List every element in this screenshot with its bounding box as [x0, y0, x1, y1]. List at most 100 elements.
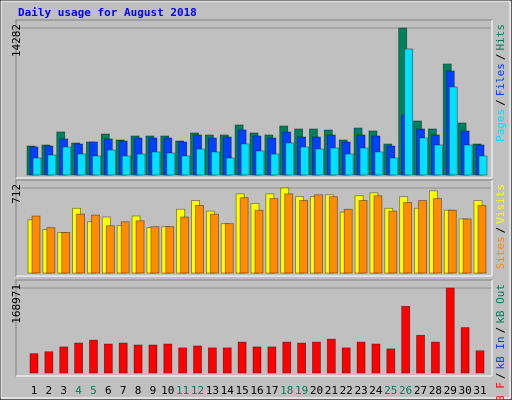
x-tick-label: 2 — [46, 384, 53, 397]
x-tick-label: 28 — [429, 384, 442, 397]
bar — [224, 223, 234, 274]
bar — [475, 350, 485, 374]
legend-entry: kB F — [494, 382, 507, 400]
bar — [477, 205, 487, 274]
bar — [237, 341, 247, 374]
bar — [388, 210, 398, 274]
bar — [329, 147, 339, 176]
bar — [92, 155, 101, 176]
x-tick-label: 17 — [265, 384, 278, 397]
x-tick-label: 9 — [150, 384, 157, 397]
x-tick-label: 22 — [340, 384, 353, 397]
legend-entry: Files — [494, 63, 507, 96]
bar — [312, 341, 321, 374]
bar — [181, 155, 191, 176]
bar — [300, 146, 310, 176]
y-tick-label: 168971 — [10, 284, 23, 324]
legend-separator: / — [494, 54, 507, 61]
bar — [118, 342, 128, 374]
x-tick-label: 5 — [90, 384, 97, 397]
bar — [404, 48, 414, 176]
legend-separator: / — [494, 227, 507, 234]
bar — [166, 152, 176, 176]
bar — [359, 147, 369, 176]
bar — [136, 153, 146, 176]
legend-entry: kB Out — [494, 284, 507, 324]
bar — [255, 150, 265, 176]
bar — [269, 198, 279, 274]
bar — [460, 327, 470, 374]
bar — [239, 197, 249, 274]
bar — [222, 347, 232, 374]
x-tick-label: 1 — [31, 384, 38, 397]
legend: Sites / Visits — [494, 184, 507, 270]
bar — [180, 216, 190, 274]
bar — [433, 144, 443, 176]
bar — [270, 153, 280, 176]
bar — [89, 339, 98, 374]
bar — [240, 143, 250, 176]
x-tick-label: 24 — [369, 384, 383, 397]
x-tick-label: 6 — [105, 384, 112, 397]
bar — [163, 343, 173, 374]
bar — [371, 343, 381, 374]
bar — [209, 213, 219, 274]
legend-entry: Hits — [494, 24, 507, 51]
bar — [32, 157, 42, 176]
legend-separator: / — [494, 99, 507, 106]
x-tick-label: 18 — [280, 384, 293, 397]
bar — [315, 148, 324, 176]
legend-entry: Pages — [494, 109, 507, 142]
bar — [196, 148, 205, 176]
x-tick-label: 15 — [236, 384, 249, 397]
bar — [445, 287, 455, 374]
bar — [430, 341, 440, 374]
y-tick-label: 712 — [10, 184, 23, 204]
x-tick-label: 26 — [399, 384, 412, 397]
bar — [343, 208, 353, 274]
bar — [59, 346, 69, 374]
bar — [401, 305, 411, 374]
x-tick-label: 11 — [176, 384, 189, 397]
bar — [358, 200, 368, 274]
bar — [105, 225, 115, 274]
bar — [356, 341, 366, 374]
x-tick-label: 21 — [325, 384, 338, 397]
bar — [418, 200, 427, 274]
legend-separator: / — [494, 373, 507, 380]
bar — [373, 195, 383, 274]
bar — [254, 209, 264, 274]
bar — [44, 351, 54, 374]
bar — [252, 346, 262, 374]
bar — [328, 196, 338, 274]
bar — [448, 86, 458, 176]
bar — [195, 205, 204, 274]
bar — [62, 146, 72, 176]
legend: kB F / kB In / kB Out — [494, 284, 507, 400]
bar — [77, 153, 86, 176]
bar — [432, 198, 442, 274]
bar — [386, 348, 396, 374]
bar — [31, 215, 41, 274]
x-tick-label: 7 — [120, 384, 127, 397]
bar — [326, 338, 336, 374]
bar — [299, 200, 309, 274]
bar — [267, 346, 277, 374]
bar — [151, 151, 161, 176]
bar — [314, 194, 323, 274]
x-tick-label: 31 — [473, 384, 486, 397]
x-tick-label: 19 — [295, 384, 308, 397]
bar — [133, 344, 143, 374]
legend-separator: / — [494, 327, 507, 334]
bar — [478, 155, 488, 176]
chart-title: Daily usage for August 2018 — [18, 6, 197, 19]
bar — [282, 341, 292, 374]
x-tick-label: 3 — [60, 384, 67, 397]
bar — [225, 157, 235, 176]
x-tick-label: 12 — [191, 384, 204, 397]
legend-entry: Visits — [494, 184, 507, 224]
x-tick-label: 29 — [444, 384, 457, 397]
bar — [121, 155, 131, 176]
